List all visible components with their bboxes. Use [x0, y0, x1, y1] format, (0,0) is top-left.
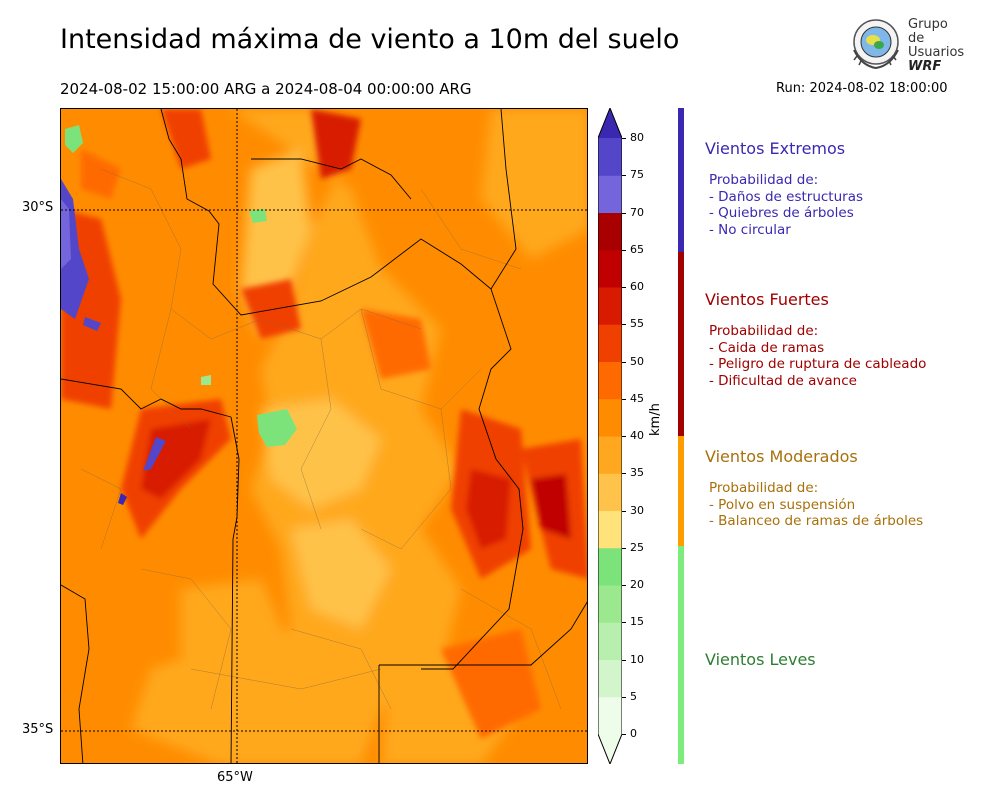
colorbar-tick-label: 65	[630, 242, 644, 256]
wind-field-extreme	[61, 179, 166, 505]
colorbar-tick-mark	[622, 436, 626, 437]
colorbar-bin	[598, 398, 622, 437]
colorbar-bin	[598, 473, 622, 511]
colorbar-tick-label: 35	[630, 466, 644, 480]
category-title-extreme: Vientos Extremos	[705, 139, 846, 158]
wind-field-light	[65, 125, 297, 447]
category-desc-line: - Daños de estructuras	[709, 188, 864, 205]
colorbar-tick-mark	[622, 734, 626, 735]
colorbar-tick-label: 40	[630, 429, 644, 442]
category-title-moderate: Vientos Moderados	[705, 447, 858, 466]
colorbar-tick-mark	[622, 175, 626, 177]
category-desc-line: - Caida de ramas	[709, 339, 825, 356]
category-desc-line: - Dificultad de avance	[709, 372, 857, 389]
colorbar-tick-mark	[622, 398, 626, 400]
colorbar-tick-mark	[622, 249, 626, 251]
category-desc-line: Probabilidad de:	[709, 323, 819, 339]
colorbar-tick-label: 5	[630, 689, 637, 703]
colorbar-tick-mark	[622, 510, 626, 512]
category-bar-moderate	[678, 436, 684, 546]
colorbar-tick-label: 60	[630, 280, 644, 293]
category-desc-extreme: Probabilidad de: - Daños de estructuras …	[709, 172, 863, 238]
colorbar-unit: km/h	[648, 403, 663, 436]
lon-label-65w: 65°W	[217, 770, 253, 785]
category-desc-line: - Peligro de ruptura de cableado	[709, 356, 927, 372]
chart-title: Intensidad máxima de viento a 10m del su…	[60, 24, 680, 55]
colorbar-tick-label: 50	[630, 354, 644, 368]
colorbar-tick-mark	[622, 212, 626, 214]
category-title-light: Vientos Leves	[705, 650, 816, 669]
colorbar-bin	[598, 138, 622, 176]
wind-field-svg	[61, 109, 587, 763]
colorbar-tick-label: 0	[630, 727, 637, 740]
logo-line-1: Grupo de	[908, 17, 948, 46]
colorbar-tick-label: 45	[630, 391, 644, 405]
lat-label-30s: 30°S	[22, 200, 54, 215]
colorbar-bin	[598, 175, 622, 213]
colorbar-tick-mark	[622, 696, 626, 698]
colorbar-tick-label: 15	[630, 615, 644, 629]
colorbar-bin	[598, 361, 622, 400]
colorbar-tick-mark	[622, 659, 626, 661]
category-desc-line: Probabilidad de:	[709, 480, 819, 496]
colorbar-tick-mark	[622, 585, 626, 586]
run-timestamp: Run: 2024-08-02 18:00:00	[776, 81, 948, 96]
date-range: 2024-08-02 15:00:00 ARG a 2024-08-04 00:…	[60, 80, 472, 98]
province-borders	[61, 109, 587, 763]
colorbar-bin	[598, 249, 622, 288]
category-desc-line: - Quiebres de árboles	[709, 205, 854, 221]
globe-icon	[853, 19, 899, 70]
colorbar-bin	[598, 324, 622, 362]
colorbar-bin	[598, 212, 622, 251]
category-title-strong: Vientos Fuertes	[705, 290, 829, 309]
colorbar-extend-max	[598, 108, 622, 138]
category-desc-line: - No circular	[709, 221, 791, 238]
wind-map	[60, 108, 588, 764]
colorbar-tick-mark	[622, 324, 626, 326]
colorbar-tick-label: 10	[630, 652, 644, 666]
colorbar-tick-label: 55	[630, 317, 644, 331]
category-bar-light	[678, 546, 684, 764]
colorbar-tick-label: 70	[630, 205, 644, 219]
colorbar-bin	[598, 547, 622, 586]
logo-line-2: Usuarios	[908, 45, 965, 60]
logo-line-3: WRF	[908, 59, 942, 74]
colorbar-bin	[598, 659, 622, 698]
department-borders	[80, 168, 562, 710]
category-desc-line: Probabilidad de:	[709, 172, 819, 188]
colorbar-tick-label: 25	[630, 540, 644, 554]
category-bar-extreme	[678, 108, 684, 252]
colorbar-tick-mark	[622, 622, 626, 624]
colorbar-tick-mark	[622, 138, 626, 139]
colorbar-bin	[598, 696, 622, 735]
category-desc-strong: Probabilidad de: - Caida de ramas - Peli…	[709, 323, 926, 389]
colorbar-bin	[598, 510, 622, 549]
colorbar-bin	[598, 287, 622, 325]
category-desc-line: - Balanceo de ramas de árboles	[709, 513, 924, 529]
colorbar-bin	[598, 622, 622, 660]
colorbar-tick-mark	[622, 361, 626, 363]
colorbar-tick-label: 30	[630, 503, 644, 517]
colorbar-tick-label: 75	[630, 168, 644, 182]
colorbar-tick-mark	[622, 547, 626, 549]
logo-text: Grupo de Usuarios WRF	[908, 18, 968, 74]
colorbar-bin	[598, 585, 622, 623]
lat-label-35s: 35°S	[22, 722, 54, 737]
colorbar-tick-mark	[622, 473, 626, 475]
colorbar-tick-label: 20	[630, 578, 644, 591]
colorbar	[598, 108, 622, 764]
colorbar-bin	[598, 436, 622, 474]
category-desc-moderate: Probabilidad de: - Polvo en suspensión -…	[709, 480, 923, 530]
category-desc-line: - Polvo en suspensión	[709, 496, 856, 513]
colorbar-tick-label: 80	[630, 131, 644, 144]
wrf-logo: Grupo de Usuarios WRF	[848, 16, 968, 74]
colorbar-extend-min	[598, 734, 622, 764]
colorbar-tick-mark	[622, 287, 626, 288]
category-bar-strong	[678, 252, 684, 436]
